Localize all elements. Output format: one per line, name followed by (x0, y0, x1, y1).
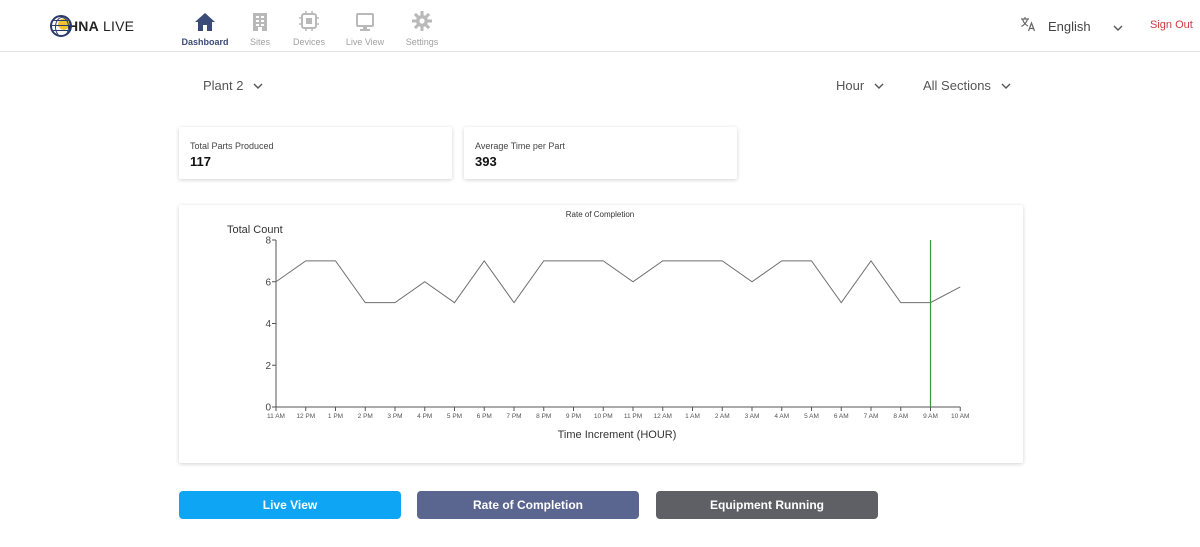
x-tick-label: 4 PM (417, 413, 432, 420)
nav-live-view-label: Live View (345, 37, 385, 47)
kpi-card-average-time: Average Time per Part 393 (464, 127, 737, 179)
rate-of-completion-chart: Rate of Completion Total Count Time Incr… (227, 210, 969, 441)
nav-live-view[interactable]: Live View (340, 9, 390, 47)
live-view-button[interactable]: Live View (179, 491, 401, 519)
x-tick-label: 2 AM (715, 413, 730, 420)
monitor-icon (340, 9, 390, 31)
language-selector[interactable]: English (1020, 16, 1123, 37)
section-dropdown[interactable]: All Sections (923, 78, 1011, 93)
x-tick-label: 6 PM (477, 413, 492, 420)
series (275, 240, 961, 407)
nav-sites[interactable]: Sites (235, 9, 285, 47)
x-tick-label: 8 AM (893, 413, 908, 420)
chevron-down-icon (1001, 83, 1011, 89)
language-label: English (1048, 19, 1091, 34)
x-tick-label: 7 AM (864, 413, 879, 420)
interval-dropdown-label: Hour (836, 78, 865, 93)
y-tick-label: 0 (265, 403, 271, 414)
chevron-down-icon (1113, 18, 1123, 36)
chevron-down-icon (253, 83, 263, 89)
x-tick-label: 7 PM (506, 413, 521, 420)
logo[interactable]: HNA LIVE (50, 12, 135, 40)
x-axis: 11 AM 12 PM 1 PM 2 PM 3 PM 4 PM 5 PM 6 PM 7 PM 8 … (267, 406, 969, 420)
x-tick-label: 1 AM (685, 413, 700, 420)
chevron-down-icon (874, 83, 884, 89)
kpi-label: Average Time per Part (475, 141, 565, 151)
x-tick-label: 9 PM (566, 413, 581, 420)
y-axis: 0 2 4 6 8 (265, 236, 277, 414)
x-tick-label: 6 AM (834, 413, 849, 420)
x-tick-label: 10 PM (594, 413, 613, 420)
kpi-value: 117 (190, 154, 211, 169)
x-tick-label: 12 AM (654, 413, 672, 420)
x-tick-label: 8 PM (536, 413, 551, 420)
nav-dashboard[interactable]: Dashboard (180, 9, 230, 47)
x-tick-label: 3 PM (387, 413, 402, 420)
gear-icon (397, 9, 447, 31)
translate-icon (1020, 16, 1036, 37)
top-bar: HNA LIVE Dashboard Sites Devices Live Vi… (0, 0, 1200, 52)
y-tick-label: 2 (265, 361, 271, 372)
y-axis-label: Total Count (227, 224, 283, 236)
logo-text: HNA LIVE (66, 18, 135, 34)
x-tick-label: 12 PM (296, 413, 315, 420)
section-dropdown-label: All Sections (923, 78, 991, 93)
chart-title: Rate of Completion (566, 210, 634, 219)
x-tick-label: 2 PM (358, 413, 373, 420)
home-icon (180, 9, 230, 31)
kpi-label: Total Parts Produced (190, 141, 274, 151)
interval-dropdown[interactable]: Hour (836, 78, 884, 93)
x-tick-label: 4 AM (774, 413, 789, 420)
chart-card: Rate of Completion Total Count Time Incr… (179, 205, 1023, 463)
x-tick-label: 5 AM (804, 413, 819, 420)
series-line (275, 260, 961, 304)
plant-dropdown[interactable]: Plant 2 (203, 78, 263, 93)
x-axis-label: Time Increment (HOUR) (558, 429, 677, 441)
chip-icon (284, 9, 334, 31)
x-tick-label: 1 PM (328, 413, 343, 420)
y-tick-label: 6 (265, 277, 271, 288)
globe-logo-icon (50, 15, 72, 37)
x-tick-label: 5 PM (447, 413, 462, 420)
nav-sites-label: Sites (249, 37, 270, 47)
kpi-value: 393 (475, 154, 497, 169)
x-tick-label: 11 PM (624, 413, 642, 420)
x-tick-label: 3 AM (745, 413, 760, 420)
rate-of-completion-button[interactable]: Rate of Completion (417, 491, 639, 519)
nav-devices[interactable]: Devices (284, 9, 334, 47)
equipment-running-button[interactable]: Equipment Running (656, 491, 878, 519)
plant-dropdown-label: Plant 2 (203, 78, 244, 93)
nav-settings-label: Settings (405, 37, 439, 47)
kpi-card-total-parts: Total Parts Produced 117 (179, 127, 452, 179)
nav-dashboard-label: Dashboard (181, 37, 229, 47)
building-icon (235, 9, 285, 31)
nav-settings[interactable]: Settings (397, 9, 447, 47)
y-tick-label: 8 (265, 236, 271, 247)
nav-devices-label: Devices (292, 37, 325, 47)
x-tick-label: 9 AM (923, 413, 938, 420)
y-tick-label: 4 (265, 319, 271, 330)
sign-out-link[interactable]: Sign Out (1150, 19, 1193, 31)
x-tick-label: 11 AM (267, 413, 285, 420)
x-tick-label: 10 AM (951, 413, 969, 420)
